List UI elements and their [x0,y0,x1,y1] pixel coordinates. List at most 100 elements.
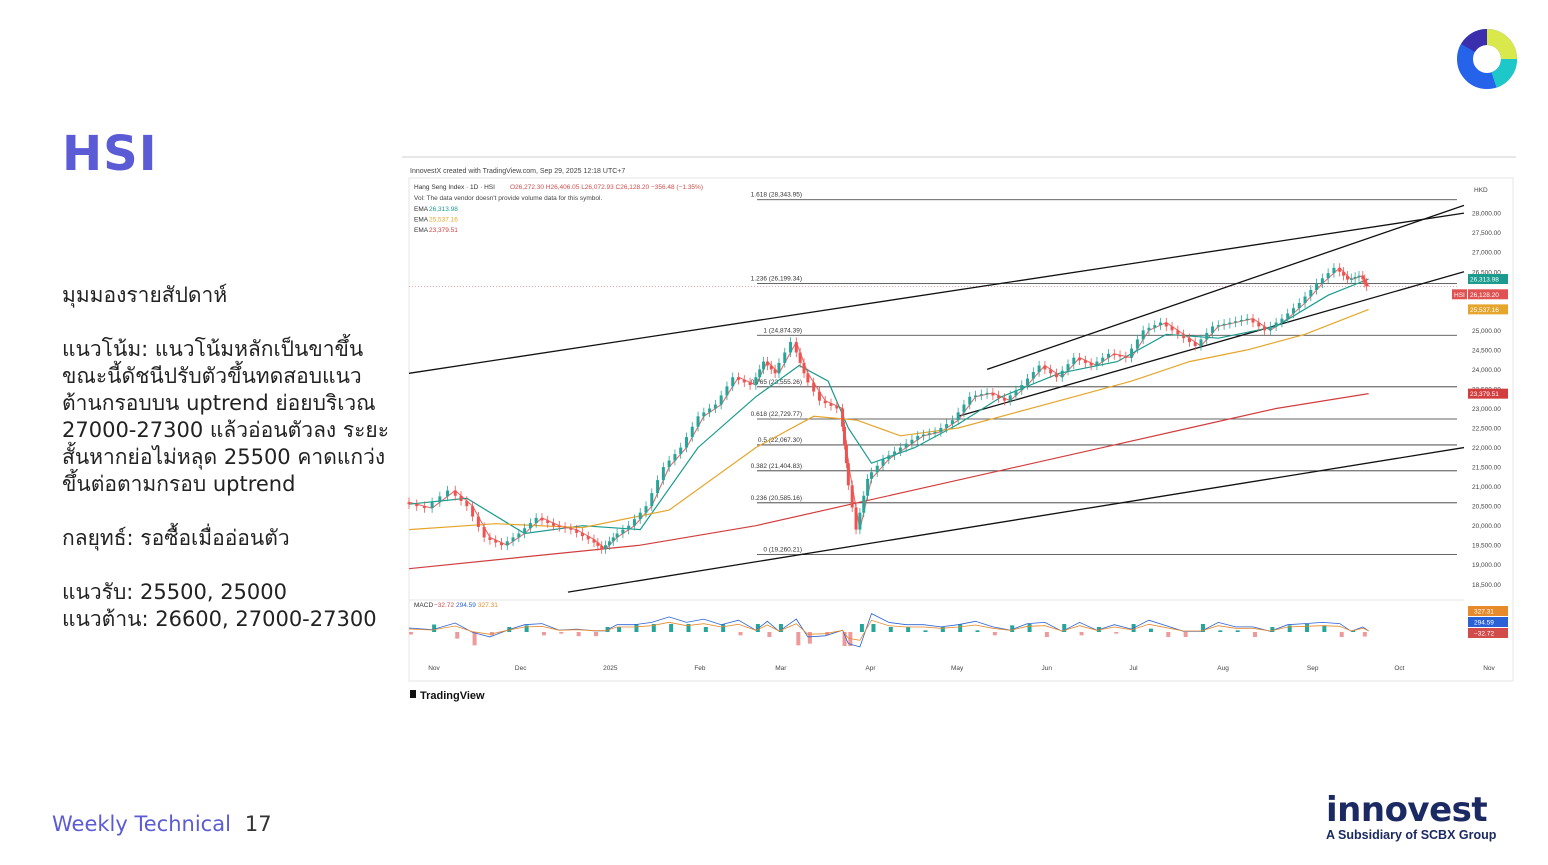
macd-histogram-bar [1062,624,1067,632]
commentary-strategy: กลยุทธ์: รอซื้อเมื่ออ่อนตัว [62,526,290,550]
y-tick-label: 18,500.00 [1472,582,1501,589]
footer: Weekly Technical 17 [52,812,272,836]
candle-body [1365,282,1369,287]
brand-name: innovest [1326,790,1488,830]
candle-body [893,451,897,456]
macd-histogram-bar [1183,632,1188,637]
macd-histogram-bar [559,632,564,634]
hsi-chart: InnovestX created with TradingView.com, … [402,156,1516,706]
macd-histogram-bar [992,632,997,636]
candle-body [979,394,983,396]
macd-histogram-bar [1253,632,1257,637]
macd-histogram-bar [1218,630,1223,632]
candle-body [1130,348,1134,358]
candle-body [1164,322,1168,327]
candle-body [407,502,411,505]
candle-body [679,447,683,455]
y-tick-label: 27,500.00 [1472,230,1501,237]
trendline [567,446,1465,593]
macd-histogram-bar [1322,625,1327,632]
candle-body [933,431,937,434]
fib-level-label: 0 (19,260.21) [763,547,802,554]
candle-body [1153,325,1157,328]
candle-body [881,459,885,466]
candle-body [1112,353,1116,356]
macd-histogram-bar [871,624,876,632]
candle-body [656,480,660,494]
candle-body [991,392,995,396]
candle-body [842,426,846,445]
y-tick-label: 20,500.00 [1472,504,1501,511]
candle-body [1159,322,1163,326]
candle-body [511,537,515,542]
macd-histogram-bar [617,627,622,632]
candle-body [862,495,866,513]
commentary-resistance: แนวต้าน: 26600, 27000-27300 [62,607,377,631]
macd-tag-bg-2 [1468,628,1508,638]
candle-body [505,541,509,546]
candle-body [850,485,854,508]
candle-body [844,444,848,464]
candle-body [1066,364,1070,371]
candle-body [1291,308,1295,314]
macd-histogram-bar [738,632,743,636]
candle-body [835,405,839,409]
macd-histogram-bar [541,632,546,636]
candle-body [1342,271,1346,276]
brand-subtitle: A Subsidiary of SCBX Group [1326,828,1497,842]
macd-histogram-bar [409,632,413,635]
candle-body [1315,283,1319,290]
candle-body [762,361,766,370]
ema-legend-label-2: EMA [414,227,429,234]
chart-legend-symbol: Hang Seng Index · 1D · HSI [414,184,495,191]
macd-histogram-bar [686,624,691,632]
slide-title: HSI [62,126,158,182]
candle-body [1147,327,1151,331]
macd-histogram-bar [1148,628,1153,632]
macd-histogram-bar [906,627,911,632]
candle-body [465,500,469,507]
candle-body [916,435,920,440]
macd-histogram-bar [669,624,674,632]
candle-body [1078,357,1082,361]
candle-body [1309,289,1313,297]
candle-body [604,545,608,550]
candle-body [806,373,810,383]
fib-level-label: 0.236 (20,585.16) [751,495,802,502]
candle-body [1280,318,1284,323]
candle-body [459,495,463,501]
candle-body [841,408,845,427]
candle-body [1320,278,1324,284]
commentary-heading: มุมมองรายสัปดาห์ [62,283,228,307]
ema-legend-label-1: EMA [414,217,429,224]
candle-body [592,539,596,543]
macd-histogram-bar [1027,624,1032,632]
currency-label: HKD [1474,187,1488,194]
candle-body [956,412,960,421]
macd-tag-0: 327.31 [1474,609,1494,616]
fib-level-label: 0.382 (21,404.83) [751,463,802,470]
candle-body [997,395,1001,399]
candle-body [1037,365,1041,373]
ema-mid-price-tag: 25,537.16 [1470,307,1499,314]
macd-tag-2: −32.72 [1474,631,1494,638]
candle-body [904,443,908,448]
ema-fast-price-tag: 26,313.98 [1470,277,1499,284]
candle-body [1054,373,1058,378]
candle-body [446,490,450,497]
chart-background [402,156,1516,706]
candle-body [798,352,802,363]
candle-body [713,404,717,409]
candle-body [569,528,573,530]
candle-body [1095,361,1099,366]
candle-body [742,379,746,383]
candle-body [702,412,706,417]
candle-body [737,377,741,380]
macd-tag-bg-0 [1468,606,1508,616]
macd-histogram-bar [807,632,812,644]
candle-body [1205,332,1209,340]
candle-body [1020,385,1024,391]
macd-histogram-bar [1044,632,1049,637]
commentary-trend: แนวโน้ม: แนวโน้มหลักเป็นขาขึ้น ขณะนี้ดัช… [62,337,390,496]
x-tick-label: Nov [1483,665,1495,672]
